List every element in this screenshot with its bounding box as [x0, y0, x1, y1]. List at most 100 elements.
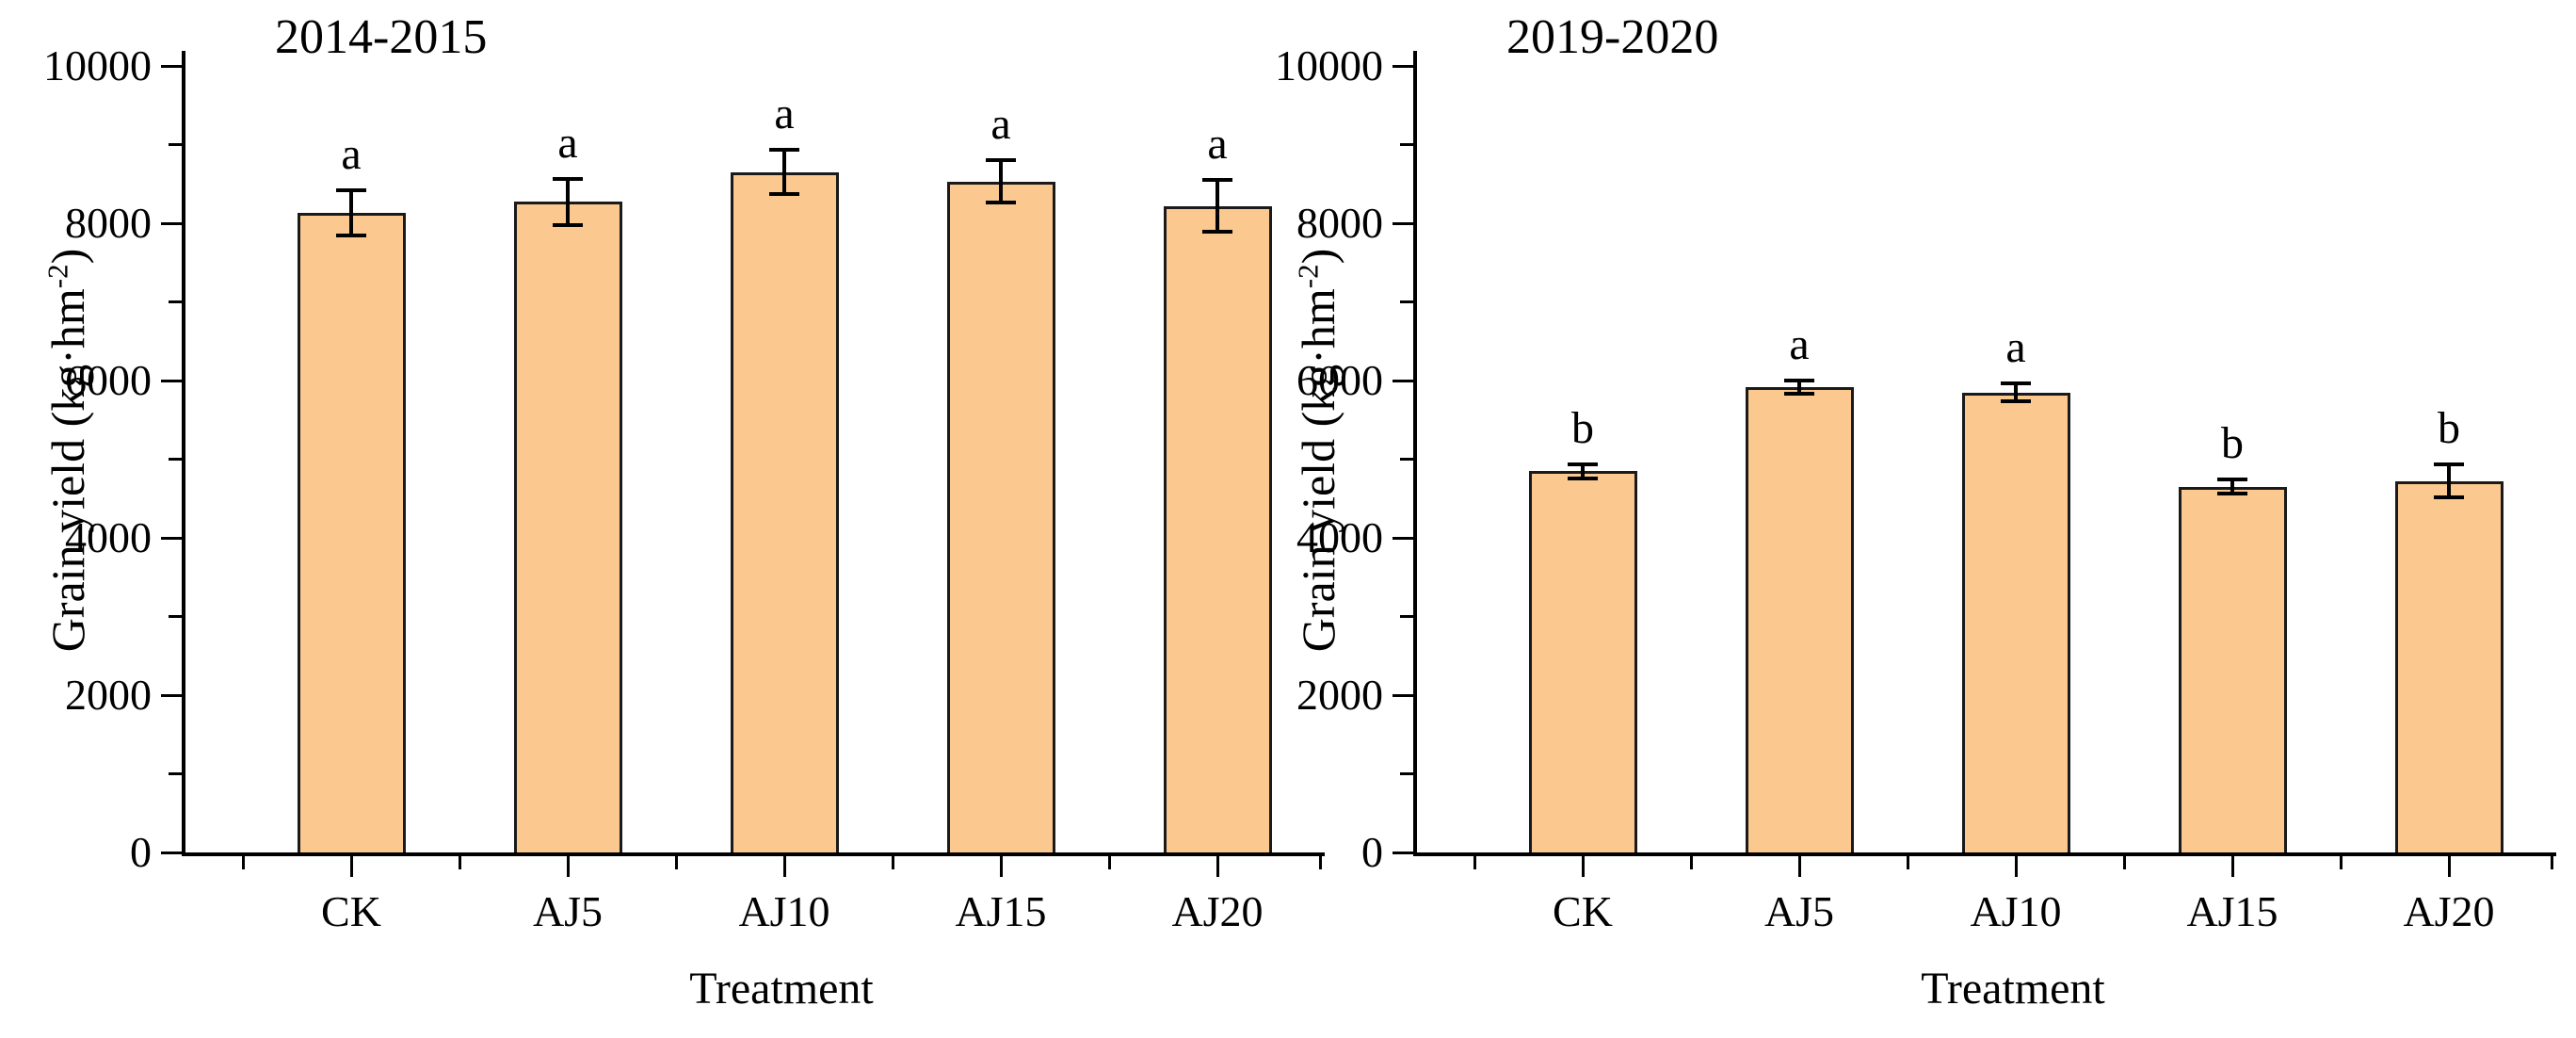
x-category-label-CK: CK: [1553, 887, 1613, 935]
y-tick-5000: [1400, 458, 1413, 461]
bar-AJ5: [1745, 386, 1854, 852]
sig-letter-CK: a: [341, 128, 362, 179]
x-tick-CK: [1581, 856, 1585, 877]
y-tick-label-2000: 2000: [65, 671, 152, 719]
error-bar-AJ5: [566, 179, 570, 225]
x-minor-tick: [1318, 856, 1322, 869]
y-tick-label-6000: 6000: [1296, 356, 1383, 404]
bar-AJ10: [1961, 392, 2070, 852]
bar-AJ20: [2394, 480, 2504, 852]
y-tick-2000: [161, 693, 182, 697]
error-cap-top-CK: [336, 187, 366, 192]
error-cap-top-AJ10: [769, 148, 799, 153]
x-minor-tick: [1689, 856, 1693, 869]
sig-letter-AJ5: a: [1789, 318, 1810, 369]
y-tick-2000: [1393, 693, 1413, 697]
error-cap-bottom-AJ5: [553, 222, 583, 227]
x-tick-AJ20: [1216, 856, 1219, 877]
x-category-label-AJ10: AJ10: [1970, 887, 2062, 935]
sig-letter-AJ15: a: [990, 99, 1011, 150]
x-minor-tick: [2122, 856, 2126, 869]
error-cap-bottom-AJ5: [1784, 391, 1814, 396]
x-category-label-CK: CK: [321, 887, 381, 935]
x-category-label-AJ5: AJ5: [1763, 887, 1835, 935]
y-tick-8000: [161, 221, 182, 225]
y-axis-title-close: ): [1292, 248, 1344, 265]
y-tick-label-0: 0: [1361, 828, 1383, 876]
y-tick-1000: [1400, 772, 1413, 775]
error-cap-bottom-CK: [1568, 476, 1598, 480]
error-cap-top-CK: [1568, 462, 1598, 466]
bar-AJ15: [2178, 486, 2287, 852]
sig-letter-AJ5: a: [557, 118, 578, 169]
x-tick-CK: [349, 856, 353, 877]
x-minor-tick: [241, 856, 245, 869]
y-axis-title: Grain yield (kg·hm-2): [1291, 249, 1345, 653]
error-cap-bottom-AJ15: [986, 201, 1016, 205]
x-axis-line: [182, 852, 1325, 856]
x-tick-AJ15: [2230, 856, 2234, 877]
y-tick-label-0: 0: [130, 828, 152, 876]
chart-title: 2019-2020: [1506, 10, 1719, 64]
error-bar-CK: [349, 189, 353, 236]
x-tick-AJ10: [2014, 856, 2018, 877]
y-tick-4000: [1393, 536, 1413, 540]
bar-AJ15: [946, 181, 1055, 852]
x-category-label-AJ15: AJ15: [2186, 887, 2278, 935]
sig-letter-CK: b: [1571, 402, 1594, 453]
y-tick-6000: [1393, 379, 1413, 382]
bar-AJ20: [1163, 205, 1272, 852]
y-tick-5000: [169, 458, 182, 461]
error-cap-top-AJ15: [986, 158, 1016, 163]
bar-AJ10: [730, 171, 839, 852]
error-cap-bottom-AJ10: [2001, 398, 2031, 403]
y-tick-6000: [161, 379, 182, 382]
y-tick-7000: [1400, 300, 1413, 303]
y-tick-10000: [1393, 64, 1413, 68]
x-axis-line: [1413, 852, 2556, 856]
y-tick-9000: [169, 143, 182, 146]
x-minor-tick: [458, 856, 461, 869]
x-tick-AJ5: [1797, 856, 1801, 877]
y-tick-label-10000: 10000: [43, 41, 152, 89]
sig-letter-AJ15: b: [2221, 418, 2244, 469]
bar-CK: [297, 213, 406, 852]
y-tick-label-10000: 10000: [1275, 41, 1383, 89]
sig-letter-AJ20: b: [2438, 403, 2460, 454]
y-tick-3000: [1400, 615, 1413, 618]
error-bar-AJ10: [782, 150, 786, 195]
x-axis-title: Treatment: [1921, 964, 2105, 1014]
x-tick-AJ10: [782, 856, 786, 877]
y-tick-label-4000: 4000: [1296, 513, 1383, 561]
x-category-label-AJ15: AJ15: [955, 887, 1047, 935]
error-cap-top-AJ5: [553, 177, 583, 182]
error-bar-AJ15: [999, 160, 1003, 203]
x-minor-tick: [2339, 856, 2343, 869]
error-cap-bottom-AJ20: [2434, 495, 2464, 500]
y-tick-1000: [169, 772, 182, 775]
y-tick-10000: [161, 64, 182, 68]
error-cap-bottom-CK: [336, 234, 366, 238]
x-tick-AJ5: [566, 856, 570, 877]
y-tick-label-8000: 8000: [1296, 199, 1383, 247]
x-tick-AJ15: [999, 856, 1003, 877]
x-tick-AJ20: [2447, 856, 2451, 877]
x-minor-tick: [1107, 856, 1111, 869]
y-tick-label-8000: 8000: [65, 199, 152, 247]
x-category-label-AJ20: AJ20: [1171, 887, 1264, 935]
sig-letter-AJ20: a: [1207, 119, 1228, 170]
x-category-label-AJ10: AJ10: [738, 887, 830, 935]
x-category-label-AJ5: AJ5: [532, 887, 604, 935]
error-cap-top-AJ10: [2001, 381, 2031, 386]
error-bar-AJ5: [1797, 380, 1801, 394]
x-axis-title: Treatment: [689, 964, 874, 1014]
bar-AJ5: [513, 202, 622, 852]
y-tick-0: [161, 851, 182, 854]
sig-letter-AJ10: a: [2005, 322, 2026, 373]
error-cap-bottom-AJ10: [769, 192, 799, 197]
y-axis-line: [182, 51, 185, 856]
error-cap-bottom-AJ20: [1202, 230, 1232, 235]
